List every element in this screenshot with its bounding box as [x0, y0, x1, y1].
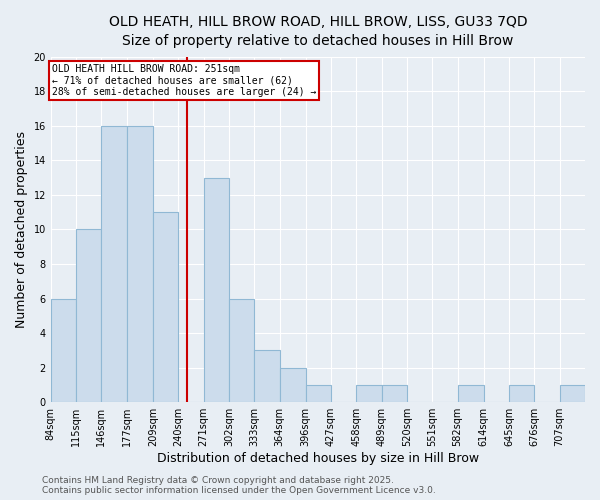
Title: OLD HEATH, HILL BROW ROAD, HILL BROW, LISS, GU33 7QD
Size of property relative t: OLD HEATH, HILL BROW ROAD, HILL BROW, LI… — [109, 15, 527, 48]
Bar — [229, 298, 254, 402]
Bar — [76, 230, 101, 402]
Bar — [153, 212, 178, 402]
Bar — [280, 368, 305, 402]
Y-axis label: Number of detached properties: Number of detached properties — [15, 131, 28, 328]
Bar — [382, 385, 407, 402]
Bar — [356, 385, 382, 402]
Text: OLD HEATH HILL BROW ROAD: 251sqm
← 71% of detached houses are smaller (62)
28% o: OLD HEATH HILL BROW ROAD: 251sqm ← 71% o… — [52, 64, 316, 96]
Text: Contains HM Land Registry data © Crown copyright and database right 2025.
Contai: Contains HM Land Registry data © Crown c… — [42, 476, 436, 495]
Bar — [51, 298, 76, 402]
X-axis label: Distribution of detached houses by size in Hill Brow: Distribution of detached houses by size … — [157, 452, 479, 465]
Bar — [509, 385, 535, 402]
Bar — [101, 126, 127, 402]
Bar — [127, 126, 153, 402]
Bar — [254, 350, 280, 402]
Bar — [560, 385, 585, 402]
Bar — [305, 385, 331, 402]
Bar — [203, 178, 229, 402]
Bar — [458, 385, 484, 402]
